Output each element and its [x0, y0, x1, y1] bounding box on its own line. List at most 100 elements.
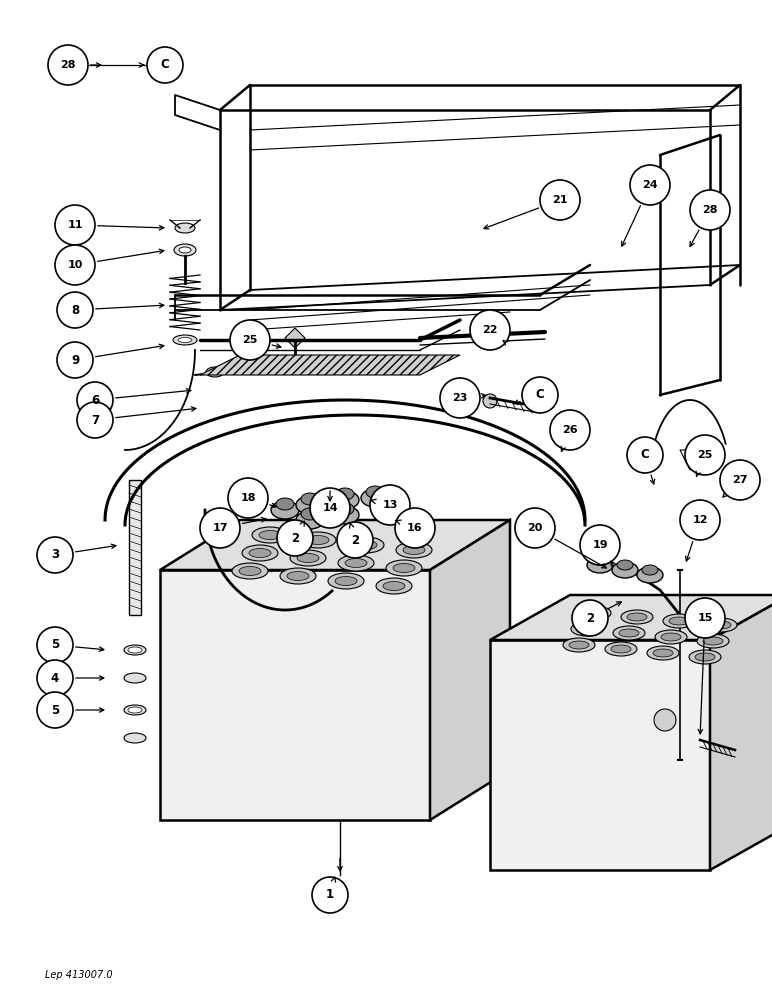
Ellipse shape — [689, 650, 721, 664]
Text: 25: 25 — [242, 335, 258, 345]
Circle shape — [57, 342, 93, 378]
Ellipse shape — [206, 367, 224, 377]
Ellipse shape — [577, 625, 597, 633]
Polygon shape — [710, 595, 772, 870]
Text: 24: 24 — [642, 180, 658, 190]
Ellipse shape — [654, 709, 676, 731]
Text: Lep 413007.0: Lep 413007.0 — [45, 970, 113, 980]
Ellipse shape — [571, 622, 603, 636]
Ellipse shape — [653, 649, 673, 657]
Ellipse shape — [307, 536, 329, 544]
Text: 8: 8 — [71, 304, 79, 316]
Ellipse shape — [695, 653, 715, 661]
Circle shape — [440, 378, 480, 418]
Circle shape — [77, 402, 113, 438]
Ellipse shape — [331, 506, 359, 524]
Circle shape — [55, 245, 95, 285]
Text: 3: 3 — [51, 548, 59, 562]
Circle shape — [630, 165, 670, 205]
Text: 5: 5 — [51, 704, 59, 716]
Ellipse shape — [563, 638, 595, 652]
Ellipse shape — [249, 548, 271, 558]
Ellipse shape — [569, 641, 589, 649]
Ellipse shape — [345, 558, 367, 568]
Circle shape — [277, 520, 313, 556]
Ellipse shape — [331, 491, 359, 509]
Ellipse shape — [128, 647, 142, 653]
Text: 2: 2 — [291, 532, 299, 544]
Circle shape — [200, 508, 240, 548]
Polygon shape — [285, 328, 305, 348]
Circle shape — [55, 205, 95, 245]
Text: 15: 15 — [697, 613, 713, 623]
Ellipse shape — [579, 606, 611, 620]
Ellipse shape — [276, 498, 294, 510]
Ellipse shape — [661, 633, 681, 641]
Ellipse shape — [271, 501, 299, 519]
Ellipse shape — [239, 566, 261, 576]
Ellipse shape — [585, 609, 605, 617]
Ellipse shape — [336, 503, 354, 515]
Ellipse shape — [711, 621, 731, 629]
Ellipse shape — [361, 489, 389, 507]
Text: 21: 21 — [552, 195, 567, 205]
Text: 18: 18 — [240, 493, 256, 503]
FancyBboxPatch shape — [129, 480, 141, 615]
Ellipse shape — [587, 557, 613, 573]
Ellipse shape — [703, 637, 723, 645]
Circle shape — [77, 382, 113, 418]
Ellipse shape — [338, 555, 374, 571]
Circle shape — [230, 320, 270, 360]
Circle shape — [310, 488, 350, 528]
Circle shape — [550, 410, 590, 450]
Ellipse shape — [669, 617, 689, 625]
Ellipse shape — [124, 705, 146, 715]
Text: 7: 7 — [91, 414, 99, 426]
Ellipse shape — [328, 573, 364, 589]
Circle shape — [522, 377, 558, 413]
Text: 28: 28 — [703, 205, 718, 215]
Ellipse shape — [637, 567, 663, 583]
Circle shape — [370, 485, 410, 525]
Text: 12: 12 — [692, 515, 708, 525]
Ellipse shape — [252, 527, 288, 543]
Ellipse shape — [619, 629, 639, 637]
Polygon shape — [490, 595, 772, 640]
Text: 16: 16 — [407, 523, 423, 533]
Circle shape — [685, 598, 725, 638]
Circle shape — [312, 877, 348, 913]
Text: 20: 20 — [527, 523, 543, 533]
Ellipse shape — [663, 614, 695, 628]
Ellipse shape — [403, 546, 425, 554]
Circle shape — [337, 522, 373, 558]
Circle shape — [627, 437, 663, 473]
Text: 14: 14 — [322, 503, 338, 513]
Circle shape — [395, 508, 435, 548]
Ellipse shape — [301, 493, 319, 505]
Ellipse shape — [355, 540, 377, 550]
Circle shape — [147, 47, 183, 83]
Ellipse shape — [296, 496, 324, 514]
Text: 25: 25 — [697, 450, 713, 460]
Ellipse shape — [396, 542, 432, 558]
Circle shape — [690, 190, 730, 230]
Ellipse shape — [297, 554, 319, 562]
Ellipse shape — [124, 733, 146, 743]
Text: 2: 2 — [351, 534, 359, 546]
Text: 23: 23 — [452, 393, 468, 403]
Ellipse shape — [232, 563, 268, 579]
Ellipse shape — [592, 555, 608, 565]
Text: 10: 10 — [67, 260, 83, 270]
Polygon shape — [200, 355, 460, 375]
Ellipse shape — [290, 550, 326, 566]
Ellipse shape — [627, 613, 647, 621]
Ellipse shape — [242, 545, 278, 561]
Text: 9: 9 — [71, 354, 79, 366]
Ellipse shape — [128, 707, 142, 713]
Ellipse shape — [178, 338, 192, 342]
Circle shape — [685, 435, 725, 475]
Circle shape — [515, 508, 555, 548]
Text: 22: 22 — [482, 325, 498, 335]
Text: 17: 17 — [212, 523, 228, 533]
Ellipse shape — [348, 537, 384, 553]
